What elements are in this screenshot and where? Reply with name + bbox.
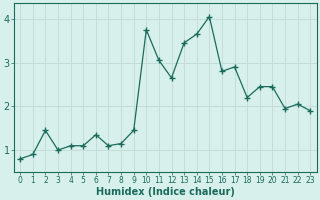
X-axis label: Humidex (Indice chaleur): Humidex (Indice chaleur)	[96, 187, 235, 197]
